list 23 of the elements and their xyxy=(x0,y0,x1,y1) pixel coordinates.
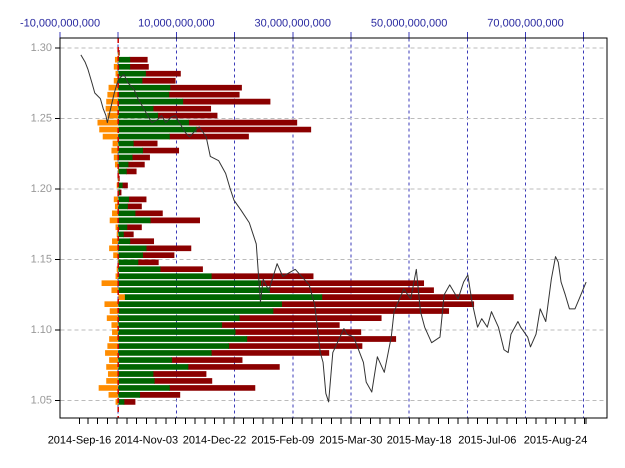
bar xyxy=(118,294,125,300)
x-tick-label: -10,000,000,000 xyxy=(20,17,100,30)
x-tick-label: 2015-Jul-06 xyxy=(458,434,516,447)
x-tick-label: 30,000,000,000 xyxy=(254,17,331,30)
x-tick-label: 50,000,000,000 xyxy=(370,17,448,30)
y-tick-label: 1.15 xyxy=(30,253,52,266)
x-tick-label: 2015-Aug-24 xyxy=(524,434,588,447)
bar xyxy=(122,182,128,188)
x-tick-label: 2015-Mar-30 xyxy=(319,434,382,447)
x-tick-label: 2015-May-18 xyxy=(386,434,452,447)
x-tick-label: 2014-Dec-22 xyxy=(182,434,246,447)
y-tick-label: 1.30 xyxy=(30,42,52,54)
y-tick-label: 1.05 xyxy=(30,394,52,407)
y-tick-label: 1.25 xyxy=(30,112,52,124)
x-tick-label: 2015-Feb-09 xyxy=(251,434,314,447)
y-tick-label: 1.20 xyxy=(30,182,52,195)
x-tick-label: 2014-Nov-03 xyxy=(114,434,178,447)
x-tick-label: 2014-Sep-16 xyxy=(48,434,112,447)
y-tick-label: 1.10 xyxy=(30,324,52,336)
x-tick-label: 70,000,000,000 xyxy=(487,17,564,30)
bar xyxy=(124,399,136,405)
bar xyxy=(160,266,203,272)
x-tick-label: 10,000,000,000 xyxy=(138,17,215,30)
